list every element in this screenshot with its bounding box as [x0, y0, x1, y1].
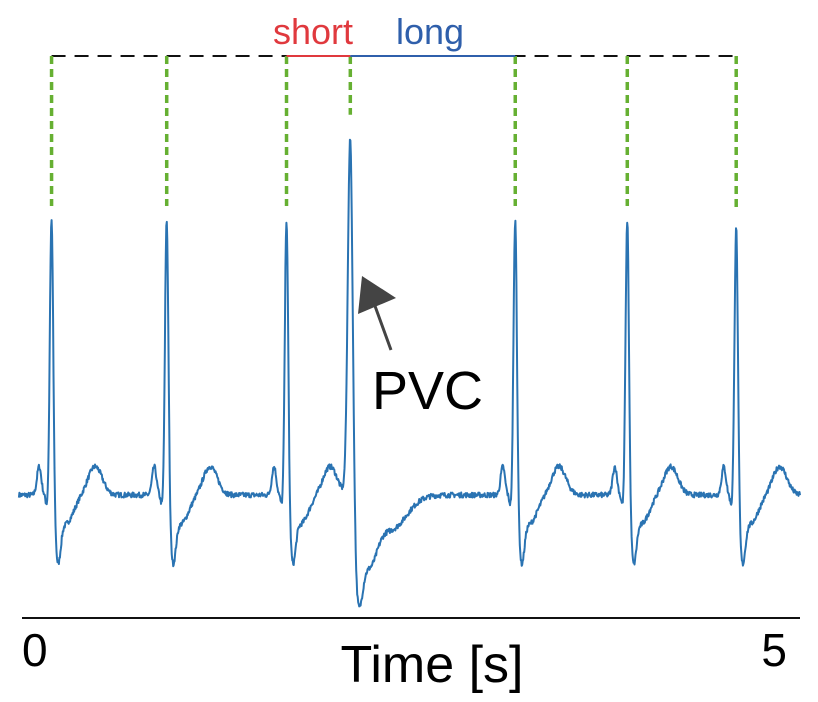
pvc-arrow-head — [358, 276, 396, 314]
long-interval-label: long — [396, 11, 464, 52]
pvc-annotation: PVC — [358, 276, 483, 421]
x-tick-label-min: 0 — [22, 624, 48, 676]
short-interval-label: short — [273, 11, 353, 52]
pvc-annotation-label: PVC — [372, 361, 483, 421]
x-tick-label-max: 5 — [761, 624, 787, 676]
r-peak-markers — [49, 56, 738, 212]
rr-intervals: short long — [273, 11, 516, 57]
ecg-series-line — [17, 138, 801, 608]
x-axis-label: Time [s] — [341, 636, 524, 694]
pvc-arrow-shaft — [373, 305, 393, 351]
